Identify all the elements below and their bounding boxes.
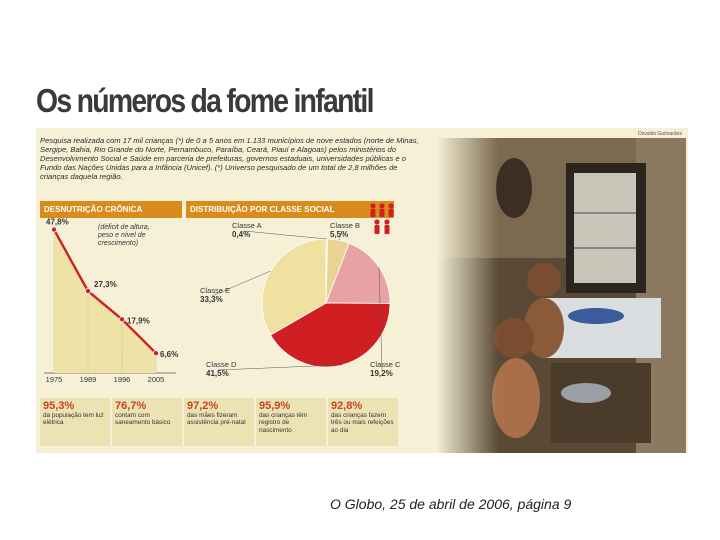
stat-birth-registry: 95,9% das crianças têm registro de nasci… [256,398,326,446]
stats-row: 95,3% da população tem luz elétrica 76,7… [40,398,398,446]
line-annotation: (déficit de altura, peso e nível de cres… [97,224,152,247]
slice-label: 33,3% [200,295,223,304]
headline: Os números da fome infantil [36,82,374,119]
stat-text: da população tem luz elétrica [43,412,104,427]
people-icon [370,203,394,234]
data-label: 27,3% [94,280,117,289]
line-chart-title: DESNUTRIÇÃO CRÔNICA [40,201,182,218]
stat-sanitation: 76,7% contam com saneamento básico [112,398,182,446]
leader-line [217,364,343,371]
line-chart: 47,8% 1975 27,3% 1989 17,9% 1996 6,6% 2005 (déf… [44,218,178,384]
leader-line [211,270,271,297]
data-label: 17,9% [127,316,150,325]
infographic: Osvaldo Guimarães Pesquisa realizada com… [36,128,688,453]
data-point [50,226,57,233]
slice-name: Classe B [330,221,360,230]
leader-line [338,230,343,241]
slice-label: 19,2% [370,369,393,378]
pie-slice-classe-e [261,238,327,336]
slice-label: 41,5% [206,369,229,378]
line-area [54,229,156,373]
charts-area: 47,8% 1975 27,3% 1989 17,9% 1996 6,6% 2005 (déf… [44,218,401,384]
stat-text: das crianças têm registro de nascimento [259,412,308,434]
x-tick-label: 1975 [46,375,63,384]
stat-value: 92,8% [331,400,363,412]
slice-label: 0,4% [232,230,250,239]
children-photo [436,138,686,453]
stat-text: das mães fizeram assistência pré-natal [187,412,246,427]
intro-text: Pesquisa realizada com 17 mil crianças (… [40,136,419,181]
stat-electricity: 95,3% da população tem luz elétrica [40,398,110,446]
data-point [153,350,160,357]
stat-text: contam com saneamento básico [115,412,171,427]
x-tick-label: 1996 [114,375,131,384]
source-caption: O Globo, 25 de abril de 2006, página 9 [330,496,572,512]
data-point [119,316,126,323]
photo-credit: Osvaldo Guimarães [637,131,682,137]
stat-value: 95,3% [43,400,75,412]
data-label: 47,8% [46,218,69,227]
data-point [85,288,92,295]
slice-name: Classe C [370,360,401,369]
data-label: 6,6% [160,350,178,359]
series-line [52,229,157,355]
pie-slice-classe-c [325,242,391,304]
slice-label: 5,5% [330,230,348,239]
stat-prenatal: 97,2% das mães fizeram assistência pré-n… [184,398,254,446]
x-tick-label: 1989 [80,375,97,384]
stat-text: das crianças fazem três ou mais refeiçõe… [331,412,394,434]
slice-name: Classe A [232,221,262,230]
pie-chart [261,238,391,368]
leader-line [378,267,383,371]
slice-name: Classe D [206,360,237,369]
pie-chart-title: DISTRIBUIÇÃO POR CLASSE SOCIAL [186,201,394,218]
x-tick-label: 2005 [148,375,165,384]
leader-line [243,230,327,240]
stat-value: 95,9% [259,400,291,412]
stat-value: 76,7% [115,400,147,412]
stat-value: 97,2% [187,400,219,412]
stat-meals: 92,8% das crianças fazem três ou mais re… [328,398,398,446]
slice-name: Classe E [200,286,230,295]
